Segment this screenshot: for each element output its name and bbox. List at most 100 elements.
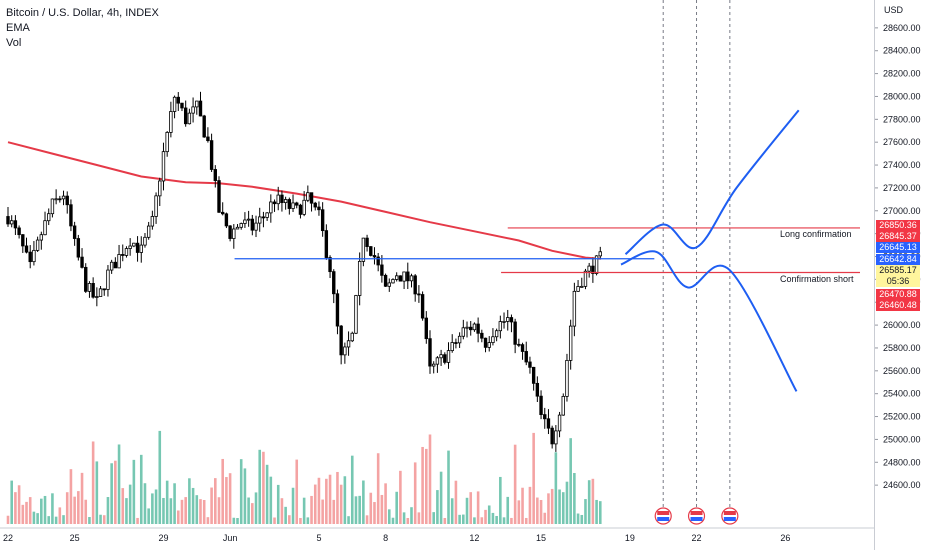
volume-bar xyxy=(158,430,162,524)
volume-bar xyxy=(54,516,58,524)
candle-body xyxy=(406,271,410,282)
currency-label[interactable]: USD xyxy=(884,5,904,15)
candle-body xyxy=(113,261,118,269)
y-tick-label: 25000.00 xyxy=(883,434,921,444)
candle-body xyxy=(535,382,540,397)
volume-bar xyxy=(450,498,454,524)
volume-bar xyxy=(354,496,358,524)
volume-bar xyxy=(506,496,510,524)
candle-body xyxy=(376,256,380,266)
candle-body xyxy=(246,218,251,221)
candle-body xyxy=(87,283,92,292)
x-tick-label: 19 xyxy=(625,533,635,543)
candle-body xyxy=(287,199,292,209)
volume-bar xyxy=(69,469,73,524)
volume-bar xyxy=(28,497,32,524)
volume-bar xyxy=(321,499,324,524)
candle-body xyxy=(165,132,169,153)
volume-bar xyxy=(365,515,369,524)
candle-body xyxy=(313,202,317,208)
volume-bar xyxy=(128,484,132,524)
candle-body xyxy=(180,102,184,109)
candle-body xyxy=(69,204,73,227)
y-tick-label: 28000.00 xyxy=(883,91,921,101)
volume-bar xyxy=(432,512,435,524)
candle-body xyxy=(487,342,491,348)
candle-body xyxy=(576,286,580,292)
volume-bar xyxy=(73,496,76,524)
confirmation-short-label[interactable]: Confirmation short xyxy=(780,274,854,284)
candle-body xyxy=(469,326,473,331)
candle-body xyxy=(50,198,55,215)
candle-body xyxy=(187,112,192,125)
volume-bar xyxy=(476,491,480,524)
volume-bar xyxy=(154,489,158,524)
annotation-layer xyxy=(234,0,860,525)
ema-legend-label[interactable]: EMA xyxy=(6,22,30,34)
volume-bar xyxy=(176,510,180,524)
volume-bar xyxy=(21,504,25,524)
candle-body xyxy=(235,226,240,230)
volume-legend-label[interactable]: Vol xyxy=(6,37,22,49)
volume-bar xyxy=(221,458,224,524)
candle-body xyxy=(502,320,506,323)
price-scale[interactable] xyxy=(874,0,932,550)
candle-body xyxy=(420,294,425,319)
volume-bar xyxy=(280,498,284,524)
volume-bar xyxy=(199,499,202,524)
y-tick-label: 27200.00 xyxy=(883,183,921,193)
candle-body xyxy=(272,201,277,205)
volume-bar xyxy=(184,497,187,524)
candle-body xyxy=(365,237,369,247)
candle-body xyxy=(32,249,36,263)
candle-body xyxy=(350,332,354,342)
candle-body xyxy=(302,199,306,215)
candle-body xyxy=(276,194,280,205)
volume-bar xyxy=(151,493,154,524)
candle-body xyxy=(195,100,199,108)
volume-bar xyxy=(36,513,39,524)
candle-body xyxy=(106,269,110,290)
volume-bar xyxy=(91,441,95,524)
volume-bar xyxy=(6,515,10,524)
candle-body xyxy=(491,336,495,343)
volume-bar xyxy=(295,459,299,524)
y-tick-label: 24600.00 xyxy=(883,480,921,490)
volume-bar xyxy=(362,480,365,524)
candle-body xyxy=(372,255,377,258)
volume-bar xyxy=(347,516,350,524)
last-price-tag: 26585.17 xyxy=(876,265,920,276)
candle-body xyxy=(498,321,503,332)
x-tick-label: 15 xyxy=(536,533,546,543)
us-flag-stripe xyxy=(657,517,670,521)
candle-body xyxy=(339,325,343,356)
y-tick-label: 26000.00 xyxy=(883,320,921,330)
volume-bar xyxy=(299,517,302,524)
symbol-title[interactable]: Bitcoin / U.S. Dollar, 4h, INDEX xyxy=(6,7,159,19)
candle-body xyxy=(84,266,88,292)
candle-body xyxy=(343,346,347,356)
candle-body xyxy=(76,238,81,258)
candle-body xyxy=(461,327,466,337)
volume-bar xyxy=(262,451,265,524)
candle-body xyxy=(594,255,599,274)
candle-body xyxy=(454,342,458,344)
volume-bar xyxy=(491,512,495,524)
volume-bar xyxy=(265,464,269,524)
volume-bar xyxy=(595,499,598,524)
volume-bar xyxy=(288,515,291,524)
long-confirmation-label[interactable]: Long confirmation xyxy=(780,229,852,239)
candle-body xyxy=(206,136,210,142)
volume-bar xyxy=(521,487,524,524)
short-confirmation-price-tag: 26470.88 xyxy=(876,289,920,300)
candle-body xyxy=(43,220,47,236)
y-tick-label: 27400.00 xyxy=(883,160,921,170)
volume-bar xyxy=(202,499,206,524)
volume-bar xyxy=(217,497,221,524)
candle-body xyxy=(557,414,562,432)
volume-bar xyxy=(47,516,51,524)
candle-body xyxy=(269,201,273,214)
candle-body xyxy=(561,395,565,416)
volume-bar xyxy=(254,492,258,524)
